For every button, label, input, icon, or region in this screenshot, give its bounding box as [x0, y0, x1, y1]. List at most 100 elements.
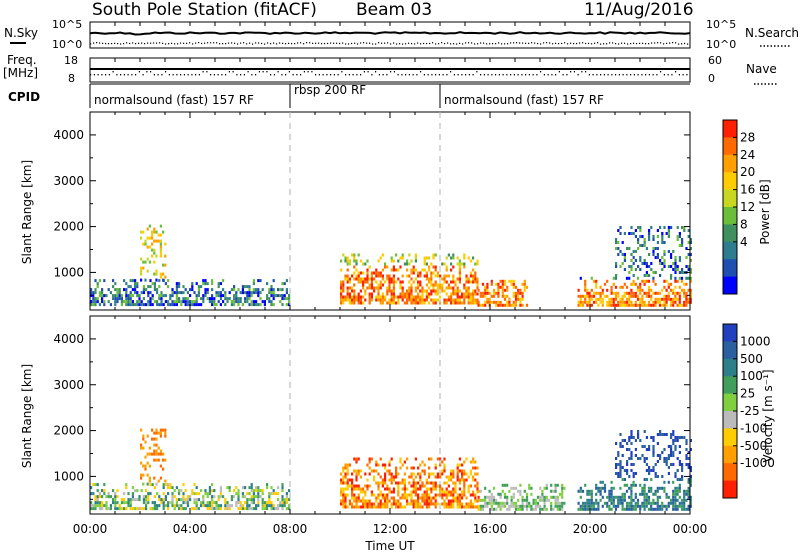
power-echo-cell — [377, 295, 380, 299]
power-echo-cell — [674, 276, 677, 280]
nave-point — [176, 74, 178, 76]
nsearch-point — [282, 42, 284, 44]
power-echo-cell — [395, 280, 398, 284]
nave-point — [637, 74, 639, 76]
power-echo-cell — [147, 294, 150, 298]
power-echo-cell — [408, 262, 411, 266]
power-echo-cell — [178, 300, 181, 304]
power-echo-cell — [586, 300, 589, 304]
power-echo-cell — [432, 298, 435, 302]
velocity-echo-cell — [241, 507, 244, 511]
power-echo-cell — [514, 294, 518, 298]
velocity-echo-cell — [403, 505, 406, 509]
power-echo-cell — [98, 279, 101, 283]
velocity-echo-cell — [632, 480, 635, 484]
velocity-echo-cell — [107, 507, 110, 511]
velocity-echo-cell — [601, 495, 604, 499]
nave-point — [165, 71, 167, 73]
nsearch-point — [201, 42, 203, 45]
velocity-echo-cell — [539, 495, 542, 499]
power-echo-cell — [250, 294, 253, 298]
power-echo-cell — [206, 291, 209, 295]
power-echo-cell — [665, 294, 668, 298]
velocity-echo-cell — [647, 507, 651, 511]
velocity-echo-cell — [621, 466, 624, 469]
velocity-echo-cell — [235, 504, 238, 508]
power-echo-cell — [497, 303, 500, 307]
velocity-echo-cell — [681, 466, 684, 469]
velocity-echo-cell — [268, 501, 271, 505]
nsearch-point — [528, 42, 530, 44]
nsearch-point — [642, 42, 644, 44]
power-echo-cell — [359, 271, 362, 275]
velocity-echo-cell — [397, 490, 400, 494]
power-echo-cell — [390, 301, 393, 305]
velocity-echo-cell — [351, 484, 354, 488]
velocity-echo-cell — [656, 489, 659, 493]
velocity-echo-cell — [414, 484, 417, 488]
velocity-echo-cell — [441, 502, 444, 506]
power-echo-cell — [648, 235, 651, 238]
power-echo-cell — [599, 291, 602, 295]
velocity-echo-cell — [687, 466, 690, 469]
power-echo-cell — [114, 297, 117, 301]
velocity-echo-cell — [342, 505, 345, 509]
velocity-echo-cell — [224, 501, 227, 505]
velocity-echo-cell — [406, 487, 409, 491]
power-echo-cell — [202, 279, 205, 283]
velocity-echo-cell — [477, 489, 480, 493]
power-echo-cell — [379, 301, 382, 305]
power-echo-cell — [412, 268, 415, 272]
velocity-echo-cell — [353, 496, 356, 500]
velocity-echo-cell — [381, 478, 384, 482]
velocity-echo-cell — [421, 505, 424, 509]
nave-point — [423, 74, 425, 76]
velocity-echo-cell — [670, 445, 673, 448]
velocity-echo-cell — [681, 463, 684, 466]
velocity-echo-cell — [667, 472, 670, 475]
velocity-echo-cell — [443, 457, 446, 461]
nave-point — [262, 71, 264, 73]
velocity-echo-cell — [406, 493, 409, 497]
velocity-echo-cell — [469, 499, 472, 503]
velocity-echo-cell — [474, 460, 477, 464]
power-echo-cell — [395, 268, 398, 272]
velocity-echo-cell — [155, 443, 158, 447]
power-echo-cell — [131, 300, 134, 304]
velocity-echo-cell — [672, 492, 675, 496]
velocity-echo-cell — [630, 451, 633, 454]
power-echo-cell — [362, 262, 365, 266]
power-echo-cell — [432, 271, 435, 275]
nave-point — [108, 74, 110, 76]
power-echo-cell — [463, 256, 466, 260]
velocity-echo-cell — [266, 486, 269, 490]
power-echo-cell — [617, 300, 620, 304]
power-echo-cell — [355, 298, 358, 302]
power-echo-cell — [608, 303, 611, 307]
velocity-echo-cell — [250, 495, 253, 499]
velocity-echo-cell — [495, 501, 498, 505]
velocity-echo-cell — [521, 495, 524, 499]
power-echo-cell — [118, 297, 121, 301]
power-echo-cell — [123, 288, 126, 292]
velocity-echo-cell — [476, 472, 479, 476]
power-echo-cell — [246, 300, 249, 304]
velocity-echo-cell — [342, 493, 345, 497]
velocity-echo-cell — [344, 499, 347, 503]
power-echo-cell — [233, 294, 236, 298]
power-echo-cell — [436, 286, 439, 290]
velocity-echo-cell — [266, 507, 269, 511]
power-echo-cell — [621, 300, 624, 304]
power-echo-cell — [193, 291, 196, 295]
velocity-echo-cell — [230, 495, 233, 499]
power-echo-cell — [656, 229, 659, 232]
velocity-echo-cell — [92, 492, 95, 496]
power-echo-cell — [410, 268, 413, 272]
power-echo-cell — [147, 300, 150, 304]
power-echo-cell — [379, 295, 382, 299]
power-echo-cell — [492, 288, 496, 292]
velocity-echo-cell — [145, 504, 148, 508]
power-echo-cell — [434, 283, 437, 287]
velocity-echo-cell — [355, 478, 358, 482]
velocity-echo-cell — [421, 460, 424, 464]
